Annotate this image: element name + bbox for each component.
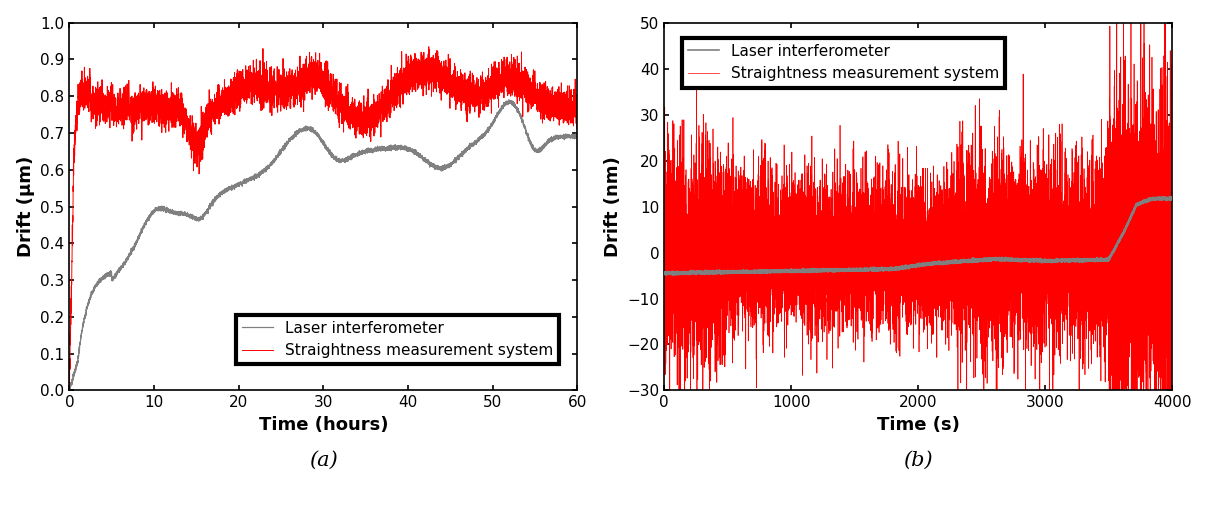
Laser interferometer [180,212,194,219]
Straightness measurement system [657,362,672,369]
Straightness measurement system [789,302,803,308]
Laser interferometer [254,170,268,177]
Straightness measurement system [570,118,585,124]
Line: Straightness measurement system: Straightness measurement system [664,0,1172,512]
X-axis label: Time (s): Time (s) [877,416,959,434]
Laser interferometer [290,130,304,136]
Straightness measurement system [965,311,980,317]
X-axis label: Time (hours): Time (hours) [259,416,388,434]
Laser interferometer [917,262,931,268]
Line: Laser interferometer: Laser interferometer [664,197,1172,275]
Laser interferometer [182,213,197,219]
Legend: Laser interferometer, Straightness measurement system: Laser interferometer, Straightness measu… [683,38,1005,88]
Line: Straightness measurement system: Straightness measurement system [69,47,577,391]
Laser interferometer [965,254,980,261]
Laser interferometer [684,270,698,276]
Y-axis label: Drift (μm): Drift (μm) [17,156,35,257]
Straightness measurement system [1165,271,1179,278]
Straightness measurement system [422,44,436,50]
Laser interferometer [668,272,683,279]
Y-axis label: Drift (nm): Drift (nm) [604,156,622,257]
Straightness measurement system [924,205,939,211]
Straightness measurement system [182,114,197,120]
Text: (a): (a) [309,451,338,470]
Laser interferometer [501,97,516,103]
Laser interferometer [62,388,76,394]
Laser interferometer [789,268,803,274]
Straightness measurement system [254,81,268,87]
Laser interferometer [732,269,747,275]
Legend: Laser interferometer, Straightness measurement system: Laser interferometer, Straightness measu… [237,314,559,365]
Straightness measurement system [62,386,76,392]
Straightness measurement system [62,388,76,394]
Laser interferometer [1165,196,1179,202]
Laser interferometer [185,214,199,220]
Straightness measurement system [180,131,194,137]
Laser interferometer [924,261,939,267]
Line: Laser interferometer: Laser interferometer [69,100,577,391]
Laser interferometer [570,133,585,139]
Laser interferometer [567,134,581,140]
Straightness measurement system [186,142,201,148]
Text: (b): (b) [904,451,933,470]
Straightness measurement system [732,287,747,293]
Laser interferometer [1165,194,1179,200]
Laser interferometer [657,271,672,277]
Straightness measurement system [290,74,304,80]
Straightness measurement system [917,327,931,333]
Straightness measurement system [684,322,698,328]
Straightness measurement system [567,101,581,107]
